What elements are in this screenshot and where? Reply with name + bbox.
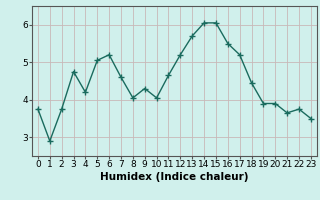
- X-axis label: Humidex (Indice chaleur): Humidex (Indice chaleur): [100, 172, 249, 182]
